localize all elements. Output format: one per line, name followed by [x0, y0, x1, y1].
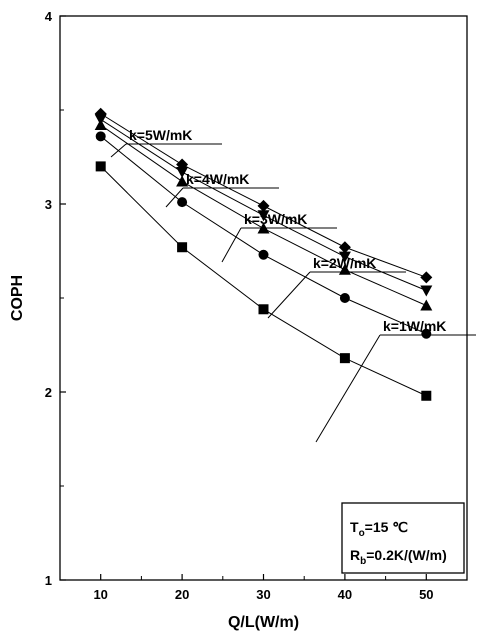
triangle-down-marker [257, 210, 270, 222]
diamond-marker [257, 199, 270, 212]
y-axis-label: COPH [9, 275, 26, 321]
triangle-up-marker [94, 119, 107, 131]
info-temperature: To=15 ℃ [350, 519, 408, 539]
x-tick-label: 20 [175, 587, 189, 602]
series-label-text: k=1W/mK [383, 318, 446, 334]
series-leader-line [315, 334, 381, 443]
series-label-2: k=4W/mK [165, 171, 279, 208]
info-box-frame [341, 502, 465, 574]
series-label-4: k=2W/mK [267, 255, 406, 319]
series-label-text: k=3W/mK [244, 211, 307, 227]
series-label-5: k=1W/mK [315, 318, 476, 443]
x-tick-label: 10 [93, 587, 107, 602]
circle-marker [177, 197, 188, 208]
circle-marker [95, 131, 106, 142]
square-marker [95, 161, 106, 172]
series-labels-layer: k=5W/mK k=4W/mK k=3W/mK k=2W/mK k=1W/mK [110, 127, 476, 443]
series-label-text: k=4W/mK [186, 171, 249, 187]
square-marker [339, 353, 350, 364]
series-leader-line [165, 187, 184, 208]
y-tick-label: 3 [45, 197, 52, 212]
triangle-down-marker [420, 285, 433, 297]
triangle-down-marker [338, 251, 351, 263]
y-tick-label: 4 [45, 9, 53, 24]
series-label-1: k=5W/mK [110, 127, 222, 158]
square-marker [177, 242, 188, 253]
y-tick-label: 2 [45, 385, 52, 400]
x-tick-label: 40 [338, 587, 352, 602]
circle-marker [339, 293, 350, 303]
info-box: To=15 ℃ Rb=0.2K/(W/m) [341, 502, 465, 574]
diamond-marker [420, 271, 433, 284]
series-label-text: k=5W/mK [129, 127, 192, 143]
series-leader-line [221, 227, 242, 263]
series-line [100, 135, 427, 335]
series-label-text: k=2W/mK [313, 255, 376, 271]
x-tick-label: 50 [419, 587, 433, 602]
x-tick-label: 30 [256, 587, 270, 602]
triangle-up-marker [176, 175, 189, 187]
circle-marker [421, 328, 432, 339]
square-marker [421, 390, 432, 401]
series-leader-line [110, 143, 127, 158]
triangle-down-marker [176, 167, 189, 179]
y-tick-label: 1 [45, 573, 52, 588]
plot-frame [59, 15, 468, 581]
series-layer [94, 107, 433, 401]
series-leader-line [267, 271, 311, 319]
triangle-up-marker [420, 299, 433, 311]
square-marker [258, 304, 269, 315]
info-resistance: Rb=0.2K/(W/m) [350, 547, 447, 567]
series-4 [95, 131, 432, 339]
circle-marker [258, 249, 269, 260]
series-label-3: k=3W/mK [221, 211, 337, 263]
series-5 [95, 161, 432, 401]
plot-axes: 1 2 3 4 10 20 30 40 50 [45, 9, 468, 602]
diamond-marker [338, 241, 351, 254]
series-2 [94, 114, 433, 297]
x-axis-label: Q/L(W/m) [228, 614, 299, 631]
